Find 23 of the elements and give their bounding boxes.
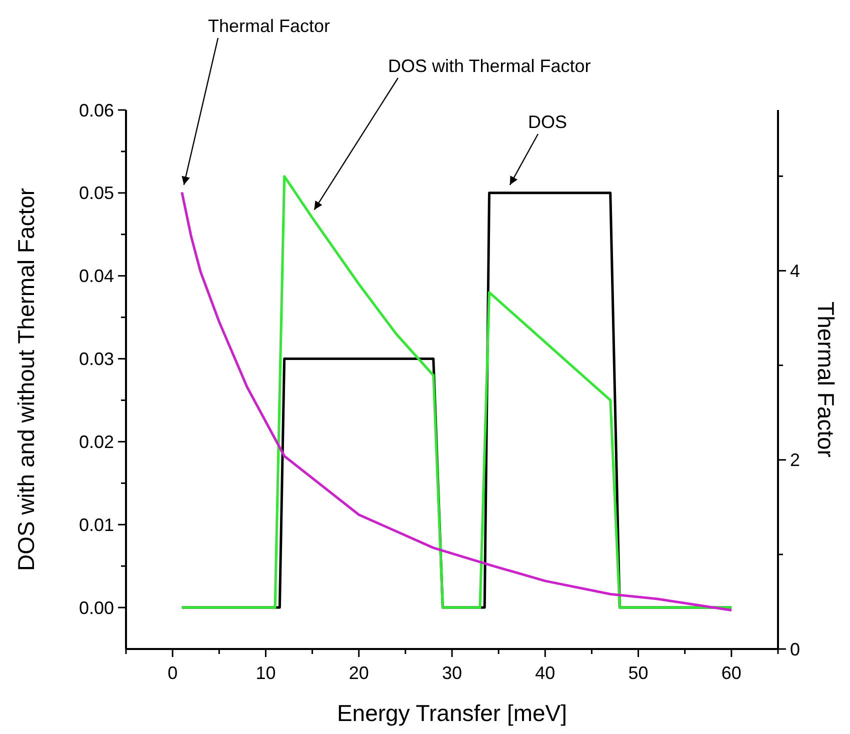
x-tick-label: 20	[348, 663, 369, 683]
y-tick-label: 0.03	[78, 349, 114, 370]
y-tick-label: 0.01	[78, 514, 114, 535]
y-tick-label: 0.00	[78, 598, 114, 618]
y-tick-label: 0.02	[78, 432, 114, 452]
x-tick-label: 10	[256, 663, 276, 683]
y-tick-label: 0.04	[78, 266, 114, 286]
y2-tick-label: 0	[790, 639, 800, 660]
y-tick-label: 0.06	[78, 100, 114, 120]
y2-tick-label: 2	[790, 450, 800, 470]
y2-axis-title: Thermal Factor	[813, 302, 839, 458]
y2-tick-label: 4	[790, 261, 800, 282]
x-tick-label: 60	[721, 663, 742, 683]
y-axis-title: DOS with and without Thermal Factor	[13, 188, 39, 572]
x-tick-label: 0	[168, 663, 178, 683]
y-tick-label: 0.05	[78, 183, 114, 204]
annotation: DOS	[528, 112, 568, 132]
annotation: DOS with Thermal Factor	[388, 56, 591, 76]
x-tick-label: 50	[628, 663, 648, 683]
x-axis-title: Energy Transfer [meV]	[336, 700, 568, 726]
x-tick-label: 30	[442, 663, 462, 683]
annotation: Thermal Factor	[208, 16, 330, 36]
x-tick-label: 40	[535, 663, 556, 683]
